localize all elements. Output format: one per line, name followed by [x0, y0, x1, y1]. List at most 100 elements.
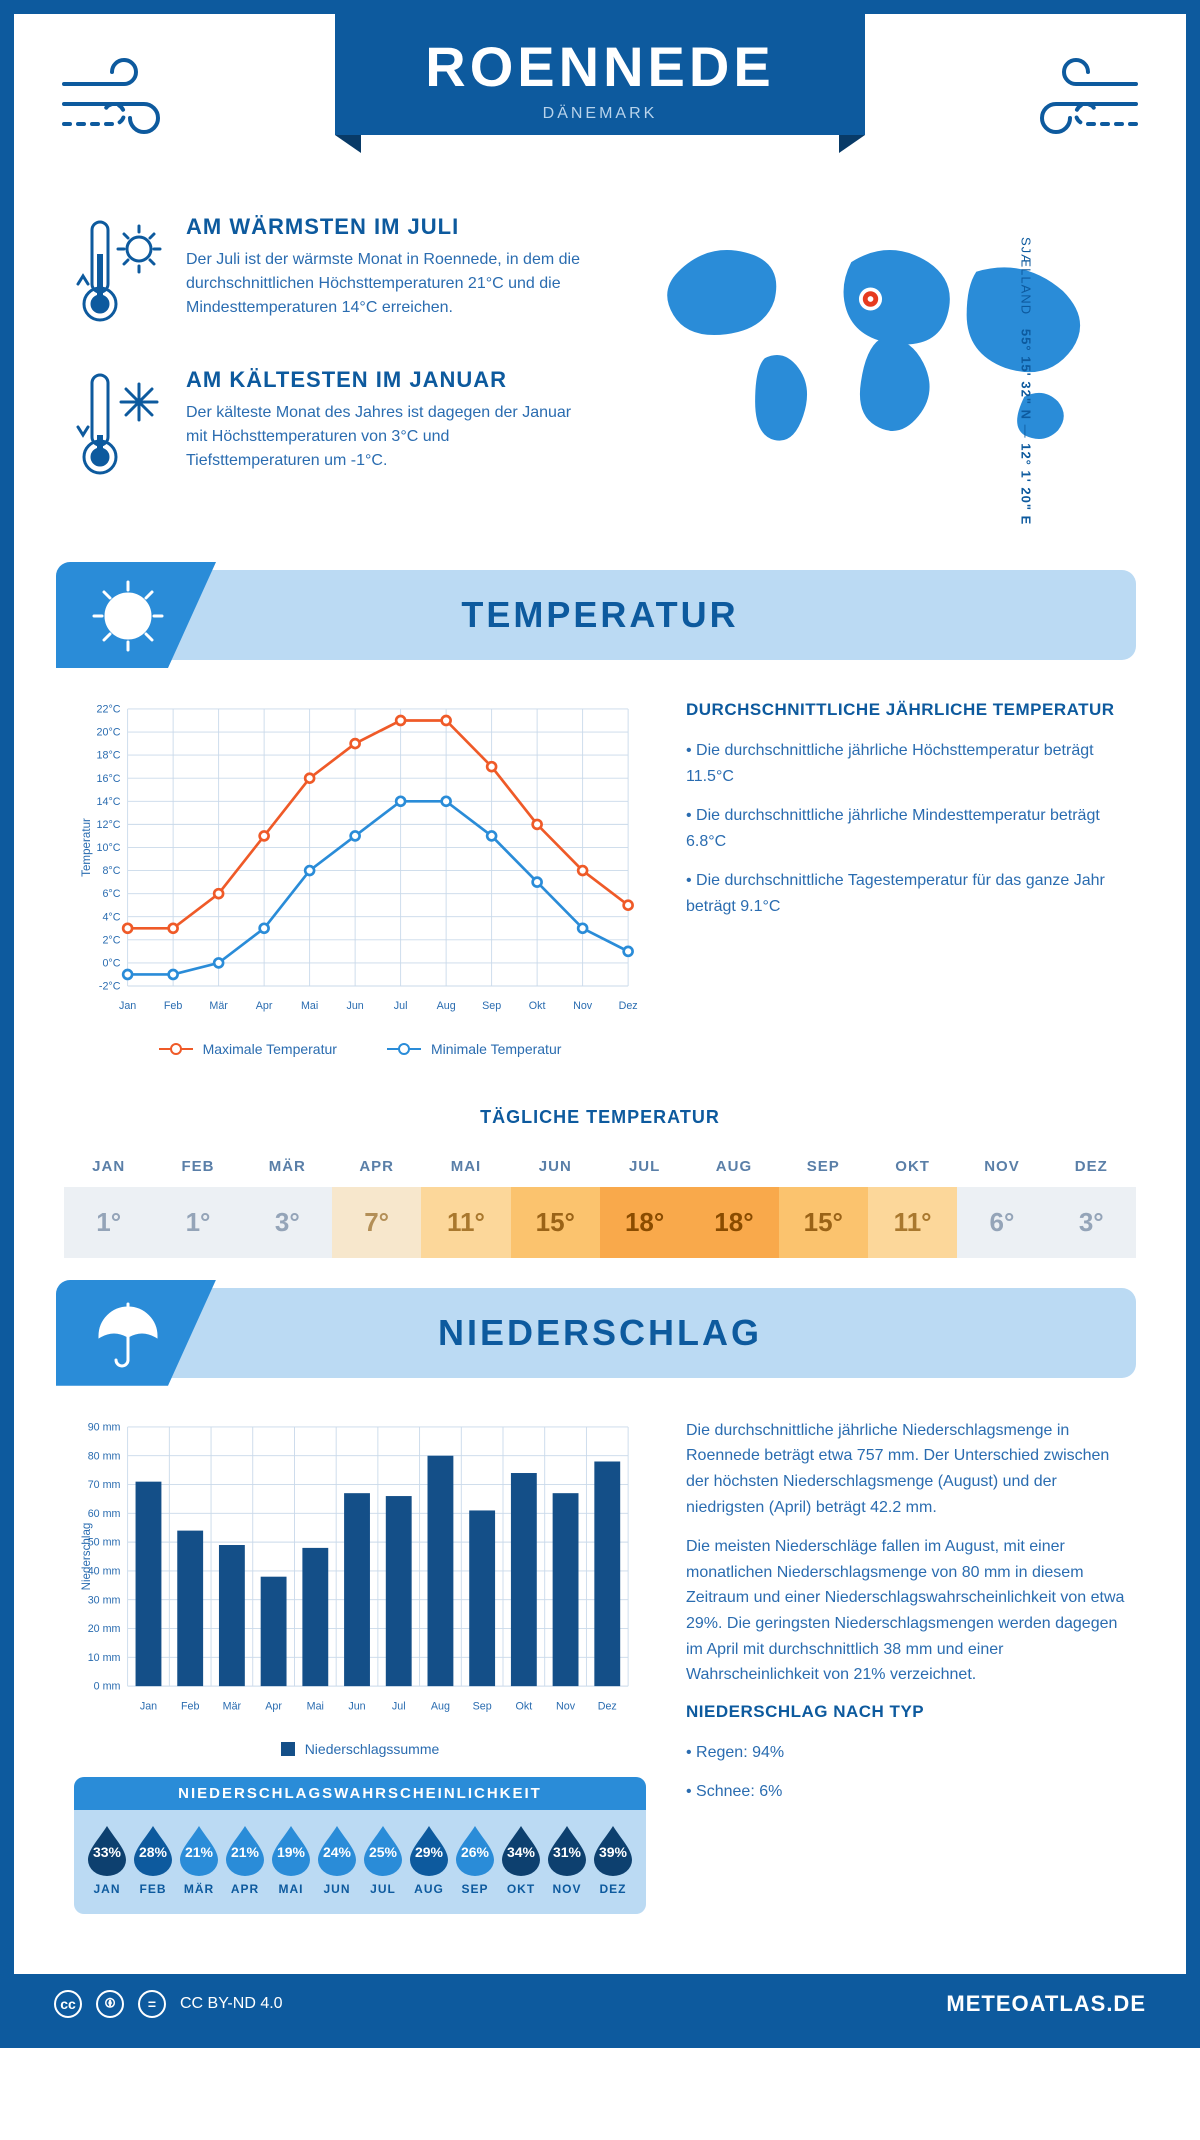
- drop-icon: 31%: [546, 1824, 588, 1876]
- daily-temp-cell: NOV6°: [957, 1146, 1046, 1258]
- svg-text:Okt: Okt: [516, 1700, 533, 1712]
- by-icon: 🅯: [96, 1990, 124, 2018]
- legend-label: Niederschlagssumme: [305, 1741, 440, 1757]
- world-map: [615, 214, 1126, 464]
- svg-text:80 mm: 80 mm: [88, 1450, 121, 1462]
- page-subtitle: DÄNEMARK: [425, 105, 774, 123]
- fact-warmest: AM WÄRMSTEN IM JULI Der Juli ist der wär…: [74, 214, 585, 339]
- daily-temp-cell: DEZ3°: [1047, 1146, 1136, 1258]
- svg-text:8°C: 8°C: [102, 865, 120, 877]
- svg-text:16°C: 16°C: [97, 773, 121, 785]
- probability-cell: 31% NOV: [544, 1824, 590, 1896]
- svg-text:4°C: 4°C: [102, 911, 120, 923]
- svg-text:20°C: 20°C: [97, 727, 121, 739]
- temperature-facts-list: Die durchschnittliche jährliche Höchstte…: [686, 738, 1126, 920]
- daily-temp-cell: FEB1°: [153, 1146, 242, 1258]
- svg-text:Mär: Mär: [209, 1000, 228, 1012]
- precipitation-bar-chart: 0 mm10 mm20 mm30 mm40 mm50 mm60 mm70 mm8…: [74, 1418, 646, 1722]
- svg-text:Apr: Apr: [265, 1700, 282, 1712]
- svg-text:Niederschlag: Niederschlag: [80, 1522, 93, 1590]
- probability-cell: 24% JUN: [314, 1824, 360, 1896]
- fact-bullet: Die durchschnittliche jährliche Höchstte…: [686, 738, 1126, 789]
- legend-item: .legend-line[style*='#2a8cd8']::after{bo…: [387, 1041, 561, 1057]
- svg-text:Dez: Dez: [598, 1700, 617, 1712]
- sun-icon: [90, 578, 166, 654]
- daily-temp-cell: AUG18°: [689, 1146, 778, 1258]
- svg-text:14°C: 14°C: [97, 796, 121, 808]
- section-title: NIEDERSCHLAG: [438, 1312, 762, 1354]
- daily-temp-cell: JAN1°: [64, 1146, 153, 1258]
- nd-icon: =: [138, 1990, 166, 2018]
- section-title: TEMPERATUR: [461, 594, 738, 636]
- daily-temp-cell: OKT11°: [868, 1146, 957, 1258]
- type-bullet: Schnee: 6%: [686, 1779, 1126, 1805]
- precip-text: Die meisten Niederschläge fallen im Augu…: [686, 1534, 1126, 1688]
- coordinates: SJÆLLAND 55° 15' 32" N — 12° 1' 20" E: [1019, 237, 1034, 497]
- legend-item: .legend-line[style*='#ef5a28']::after{bo…: [159, 1041, 337, 1057]
- svg-text:60 mm: 60 mm: [88, 1508, 121, 1520]
- probability-box: NIEDERSCHLAGSWAHRSCHEINLICHKEIT 33% JAN …: [74, 1777, 646, 1914]
- fact-bullet: Die durchschnittliche jährliche Mindestt…: [686, 803, 1126, 854]
- wind-icon: [1006, 54, 1146, 154]
- svg-text:Sep: Sep: [482, 1000, 501, 1012]
- fact-coldest: AM KÄLTESTEN IM JANUAR Der kälteste Mona…: [74, 367, 585, 492]
- info-heading: DURCHSCHNITTLICHE JÄHRLICHE TEMPERATUR: [686, 700, 1126, 720]
- title-banner: ROENNEDE DÄNEMARK: [335, 14, 864, 135]
- precip-type-list: Regen: 94%Schnee: 6%: [686, 1740, 1126, 1805]
- probability-cell: 21% MÄR: [176, 1824, 222, 1896]
- probability-cell: 39% DEZ: [590, 1824, 636, 1896]
- wind-icon: [54, 54, 194, 154]
- daily-temp-cell: MÄR3°: [243, 1146, 332, 1258]
- svg-text:Aug: Aug: [431, 1700, 450, 1712]
- probability-cell: 28% FEB: [130, 1824, 176, 1896]
- probability-title: NIEDERSCHLAGSWAHRSCHEINLICHKEIT: [74, 1777, 646, 1810]
- svg-text:Mai: Mai: [301, 1000, 318, 1012]
- drop-icon: 28%: [132, 1824, 174, 1876]
- svg-text:6°C: 6°C: [102, 888, 120, 900]
- fact-text: Der Juli ist der wärmste Monat in Roenne…: [186, 248, 585, 320]
- by-type-heading: NIEDERSCHLAG NACH TYP: [686, 1702, 1126, 1722]
- drop-icon: 39%: [592, 1824, 634, 1876]
- daily-temp-title: TÄGLICHE TEMPERATUR: [14, 1107, 1186, 1128]
- svg-text:Dez: Dez: [619, 1000, 638, 1012]
- svg-text:Temperatur: Temperatur: [80, 818, 93, 877]
- probability-cell: 33% JAN: [84, 1824, 130, 1896]
- svg-text:Sep: Sep: [473, 1700, 492, 1712]
- fact-title: AM WÄRMSTEN IM JULI: [186, 214, 585, 240]
- probability-cell: 34% OKT: [498, 1824, 544, 1896]
- svg-text:Feb: Feb: [164, 1000, 183, 1012]
- svg-text:Nov: Nov: [573, 1000, 593, 1012]
- page-title: ROENNEDE: [425, 34, 774, 99]
- svg-text:90 mm: 90 mm: [88, 1421, 121, 1433]
- svg-text:70 mm: 70 mm: [88, 1479, 121, 1491]
- svg-text:12°C: 12°C: [97, 819, 121, 831]
- daily-temp-cell: APR7°: [332, 1146, 421, 1258]
- chart-legend: .legend-line[style*='#ef5a28']::after{bo…: [74, 1041, 646, 1057]
- svg-text:-2°C: -2°C: [99, 981, 121, 993]
- temperature-line-chart: -2°C0°C2°C4°C6°C8°C10°C12°C14°C16°C18°C2…: [74, 700, 646, 1022]
- precip-text: Die durchschnittliche jährliche Niedersc…: [686, 1418, 1126, 1520]
- svg-text:Nov: Nov: [556, 1700, 576, 1712]
- location-marker-icon: [859, 287, 882, 310]
- probability-cell: 21% APR: [222, 1824, 268, 1896]
- svg-text:30 mm: 30 mm: [88, 1594, 121, 1606]
- drop-icon: 24%: [316, 1824, 358, 1876]
- cc-icon: cc: [54, 1990, 82, 2018]
- svg-text:Jan: Jan: [119, 1000, 136, 1012]
- footer: cc 🅯 = CC BY-ND 4.0 METEOATLAS.DE: [14, 1974, 1186, 2034]
- svg-text:Aug: Aug: [437, 1000, 456, 1012]
- chart-legend: Niederschlagssumme: [74, 1741, 646, 1757]
- header: ROENNEDE DÄNEMARK: [14, 14, 1186, 194]
- fact-text: Der kälteste Monat des Jahres ist dagege…: [186, 401, 585, 473]
- svg-text:Jan: Jan: [140, 1700, 157, 1712]
- section-header-temperature: TEMPERATUR: [64, 570, 1136, 660]
- svg-text:20 mm: 20 mm: [88, 1623, 121, 1635]
- drop-icon: 21%: [178, 1824, 220, 1876]
- probability-cell: 19% MAI: [268, 1824, 314, 1896]
- svg-text:Apr: Apr: [256, 1000, 273, 1012]
- svg-text:Jul: Jul: [392, 1700, 406, 1712]
- site-name: METEOATLAS.DE: [946, 1991, 1146, 2017]
- fact-title: AM KÄLTESTEN IM JANUAR: [186, 367, 585, 393]
- drop-icon: 19%: [270, 1824, 312, 1876]
- svg-text:18°C: 18°C: [97, 750, 121, 762]
